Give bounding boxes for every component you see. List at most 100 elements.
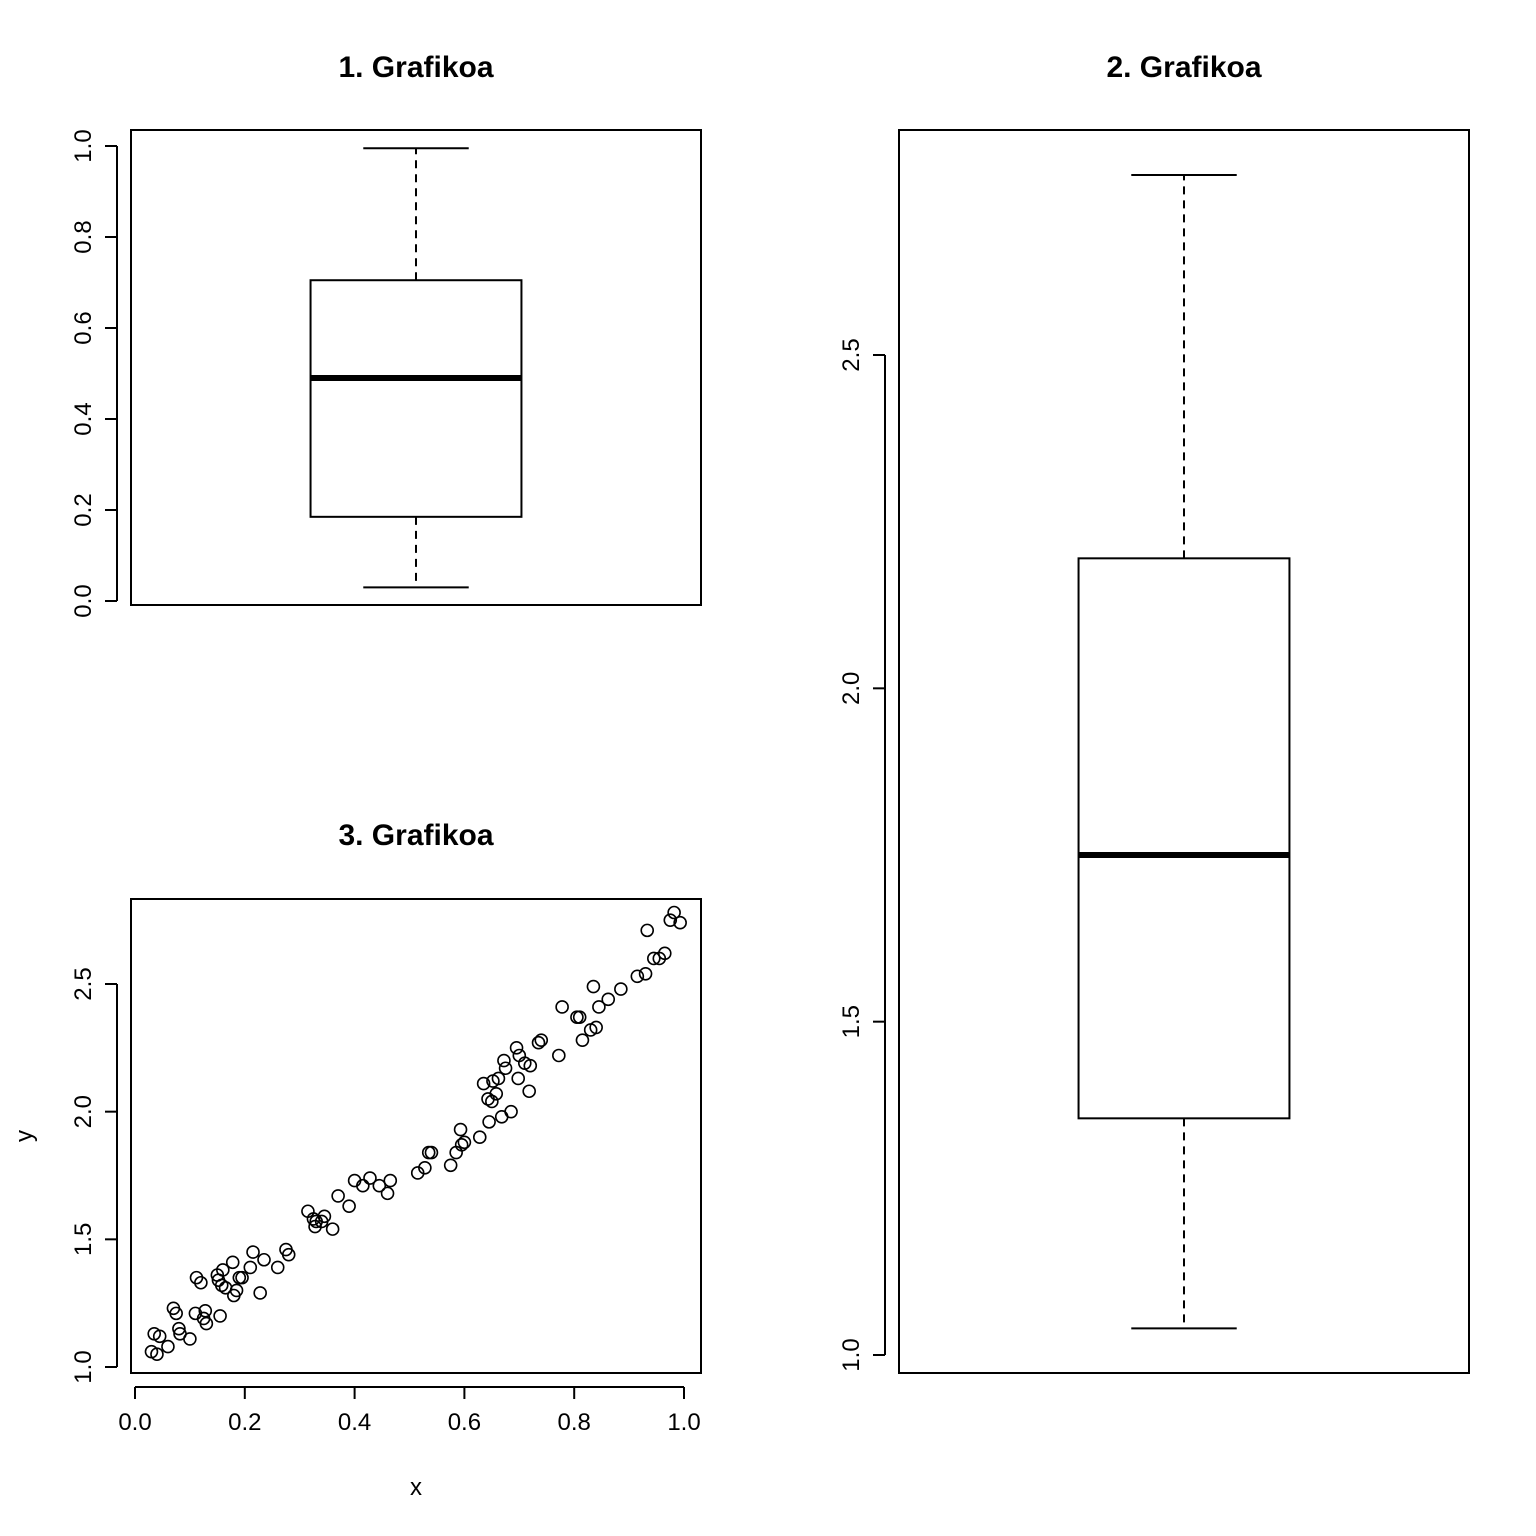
data-point [454, 1138, 469, 1152]
y-tick-label: 2.5 [838, 338, 865, 371]
x-tick-label: 0.8 [558, 1409, 591, 1436]
data-point [534, 1033, 549, 1047]
data-point [667, 905, 681, 920]
data-point [453, 1122, 468, 1137]
y-tick-label: 1.0 [70, 129, 97, 162]
data-point [482, 1115, 496, 1129]
data-point [317, 1209, 332, 1224]
y-tick-label: 1.0 [838, 1338, 865, 1371]
data-point [243, 1260, 258, 1275]
data-point [421, 1145, 436, 1160]
data-point [570, 1010, 584, 1024]
data-point [472, 1130, 487, 1144]
y-tick-label: 2.0 [838, 672, 865, 705]
x-tick-label: 0.4 [338, 1409, 371, 1436]
data-point [509, 1041, 524, 1055]
chart-title: 2. Grafikoa [1106, 51, 1261, 84]
y-tick-label: 0.0 [70, 584, 97, 617]
x-axis-label: x [410, 1474, 422, 1501]
y-axis-label: y [11, 1130, 38, 1142]
data-point [572, 1010, 587, 1024]
chart-title: 1. Grafikoa [338, 51, 493, 84]
y-tick-label: 1.5 [70, 1223, 97, 1256]
data-point [213, 1309, 227, 1323]
data-point [531, 1035, 546, 1050]
panel-boxplot-2: 2. Grafikoa 1.0 1.5 2.0 2.5 [838, 51, 1470, 1374]
data-point [199, 1316, 214, 1331]
data-point [225, 1255, 240, 1270]
data-point [257, 1252, 271, 1267]
data-point [229, 1283, 244, 1298]
x-tick-label: 1.0 [667, 1409, 700, 1436]
plot-frame [898, 129, 1470, 1374]
data-point [522, 1084, 536, 1099]
x-tick-label: 0.2 [228, 1409, 261, 1436]
data-point [663, 913, 678, 927]
data-point [281, 1247, 296, 1262]
y-tick-label: 2.0 [70, 1095, 97, 1128]
data-point [161, 1339, 175, 1354]
data-point [214, 1278, 229, 1293]
data-point [575, 1033, 590, 1047]
y-tick-label: 0.8 [70, 220, 97, 253]
data-point [424, 1145, 439, 1160]
y-tick-label: 1.0 [70, 1350, 97, 1383]
data-point [586, 979, 601, 994]
data-point [476, 1076, 491, 1091]
chart-title: 3. Grafikoa [338, 819, 493, 852]
x-tick-label: 0.0 [118, 1409, 151, 1436]
data-point [152, 1329, 167, 1344]
data-point [638, 966, 653, 981]
plot-frame [130, 898, 702, 1374]
data-point [552, 1048, 566, 1063]
data-point [372, 1178, 387, 1193]
y-tick-label: 2.5 [70, 967, 97, 1000]
data-point [485, 1094, 499, 1109]
data-point [183, 1332, 197, 1346]
data-point [589, 1020, 603, 1035]
data-point [457, 1135, 472, 1150]
data-point [270, 1260, 285, 1275]
data-point [342, 1199, 356, 1213]
data-point [601, 992, 616, 1007]
y-tick-label: 0.4 [70, 402, 97, 435]
data-point [630, 969, 645, 984]
plot-frame [130, 129, 702, 606]
data-point [418, 1161, 432, 1175]
data-point [380, 1186, 395, 1201]
data-point [555, 1000, 569, 1014]
y-tick-label: 1.5 [838, 1005, 865, 1038]
data-point [198, 1304, 213, 1318]
data-point [673, 915, 687, 930]
data-point [592, 1000, 606, 1014]
data-point [504, 1104, 518, 1119]
data-point [657, 946, 672, 961]
data-point [325, 1222, 340, 1236]
x-tick-label: 0.6 [448, 1409, 481, 1436]
data-point [498, 1061, 513, 1076]
iqr-box [1077, 557, 1291, 1120]
data-point [235, 1270, 249, 1285]
data-point [497, 1053, 511, 1068]
data-point [363, 1171, 377, 1185]
data-point [489, 1086, 504, 1101]
data-point [172, 1321, 186, 1336]
data-point [150, 1347, 164, 1362]
data-point [614, 982, 628, 996]
data-point [511, 1071, 526, 1086]
data-point [253, 1286, 267, 1300]
data-point [232, 1270, 247, 1285]
y-tick-label: 0.2 [70, 493, 97, 526]
y-tick-label: 0.6 [70, 311, 97, 344]
panel-scatter-3: 3. Grafikoa 1.0 1.5 2.0 2.5 0.0 0.2 0.4 0.6 0.8 1.… [11, 819, 702, 1501]
iqr-box [309, 279, 523, 518]
data-point [383, 1173, 398, 1188]
data-point [640, 923, 655, 938]
data-point [356, 1178, 370, 1193]
data-point [647, 951, 661, 966]
data-point [491, 1071, 506, 1086]
data-point [169, 1306, 183, 1321]
data-point [194, 1275, 208, 1290]
data-point [523, 1058, 538, 1073]
